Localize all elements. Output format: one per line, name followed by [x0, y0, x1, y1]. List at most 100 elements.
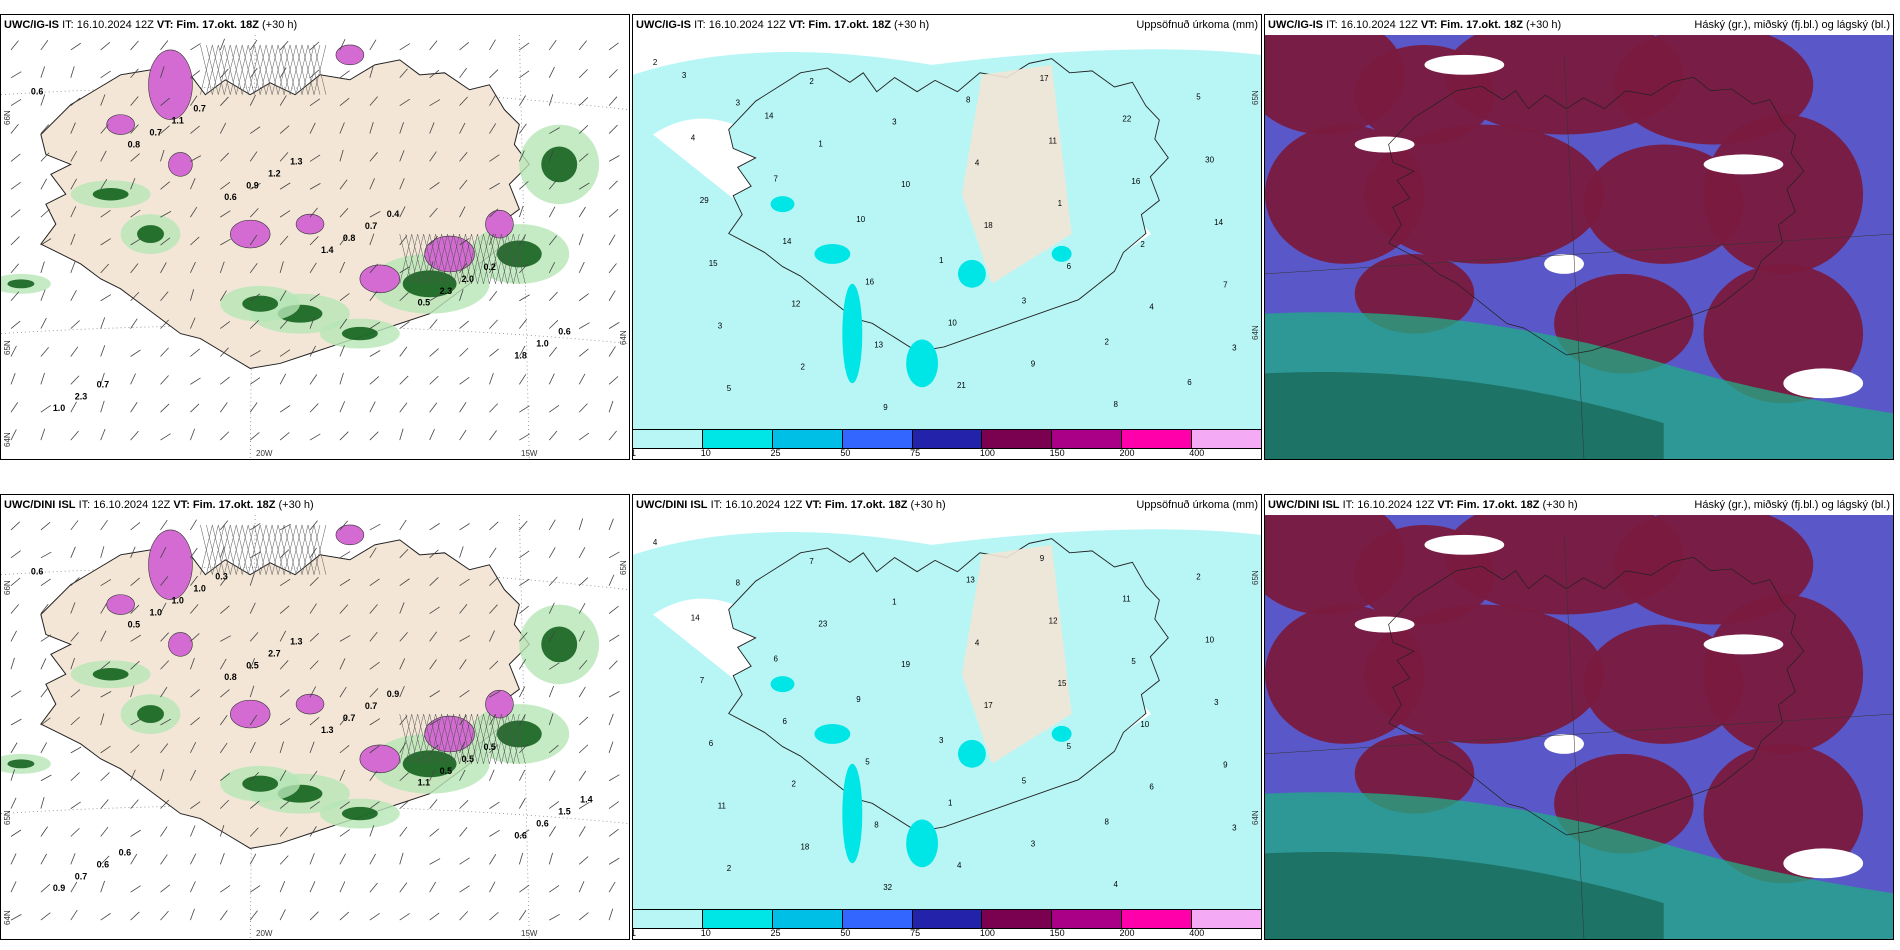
wind-barb: [578, 40, 587, 51]
wind-barb: [489, 95, 496, 106]
value-label: 5: [1022, 777, 1027, 786]
wind-barb: [309, 520, 318, 531]
colorbar-swatch: [912, 910, 983, 928]
wind-barb: [339, 658, 346, 670]
wind-barb: [10, 345, 17, 357]
wind-barb: [100, 94, 106, 106]
wind-barb: [190, 881, 196, 893]
wind-barb: [160, 237, 171, 246]
wind-barb: [160, 826, 168, 837]
value-label: 0.6: [224, 192, 236, 202]
hatch-line: [301, 524, 315, 575]
hatch-line: [447, 714, 460, 764]
value-label: 5: [1067, 742, 1072, 751]
wind-barb: [399, 321, 410, 329]
value-label: 29: [700, 196, 709, 205]
wind-barb: [130, 178, 136, 190]
wind-barb: [309, 716, 320, 726]
wind-barb: [578, 518, 584, 531]
wind-barb: [220, 799, 230, 809]
wind-barb: [459, 377, 470, 385]
wind-barb: [220, 376, 230, 385]
wind-barb: [578, 856, 589, 865]
high-cloud: [1583, 144, 1744, 264]
wind-barb: [70, 206, 77, 218]
wind-barb: [578, 912, 589, 921]
value-label: 13: [874, 340, 883, 349]
field-title: Uppsöfnuð úrkoma (mm): [1136, 19, 1258, 31]
hatch-line: [495, 234, 508, 284]
value-label: 12: [1049, 616, 1058, 625]
precip-mid: [770, 676, 795, 693]
value-label: 9: [1040, 554, 1045, 563]
wind-barb: [399, 519, 407, 531]
wind-barb: [249, 151, 258, 162]
colorbar: 1 10 25 50 75 100 150 200 400: [633, 909, 1261, 939]
colorbar-tick: 75: [910, 448, 921, 458]
wind-barb: [100, 41, 111, 51]
wind-barb: [339, 97, 350, 106]
panel-header: UWC/IG-IS IT: 16.10.2024 12Z VT: Fim. 17…: [1265, 15, 1893, 35]
wind-barb: [130, 349, 141, 357]
precip-area-heavy: [92, 667, 129, 681]
wind-barb: [518, 769, 526, 781]
wind-barb: [459, 826, 468, 837]
colorbar-tick: 100: [979, 448, 995, 458]
colorbar-tick: 150: [1049, 448, 1065, 458]
wind-barb: [519, 433, 530, 441]
value-label: 6: [1187, 378, 1192, 387]
wind-barb: [519, 743, 528, 754]
hatch-line: [247, 44, 261, 95]
wind-barb: [339, 911, 350, 921]
map-area: [1265, 35, 1893, 459]
wind-barb: [190, 519, 197, 531]
map-area: [1265, 515, 1893, 939]
low-cloud-dense: [1265, 371, 1664, 459]
init-time: IT: 16.10.2024 12Z: [1342, 499, 1435, 511]
wind-barb: [160, 181, 171, 190]
precip-area-heavy: [541, 626, 578, 663]
wind-barb: [399, 658, 406, 670]
colorbar-swatch: [912, 430, 983, 448]
wind-barb: [608, 180, 618, 190]
wind-barb: [70, 801, 81, 809]
wind-barb: [489, 123, 497, 134]
precip-area-heavy: [242, 775, 279, 792]
wind-barb: [220, 885, 231, 893]
wind-barb: [518, 686, 526, 698]
wind-barb: [429, 690, 440, 698]
value-label: 0.6: [97, 859, 109, 869]
wind-barb: [578, 261, 585, 274]
wind-barb: [279, 261, 284, 273]
wind-barb: [309, 881, 316, 893]
wind-barb: [190, 317, 196, 329]
wind-barb: [160, 125, 170, 134]
value-label: 1.0: [150, 608, 162, 618]
wind-barb: [608, 881, 616, 893]
wind-barb: [190, 825, 196, 837]
value-label: 12: [791, 300, 800, 309]
wind-barb: [309, 207, 318, 218]
wind-barb: [130, 829, 141, 837]
wind-barb: [70, 853, 76, 865]
precip-area-heavy: [7, 759, 35, 769]
wind-barb: [429, 99, 441, 107]
wind-barb: [399, 632, 408, 642]
wind-barb: [40, 717, 51, 726]
wind-barb: [190, 742, 197, 754]
wind-barb: [429, 294, 441, 302]
wind-barb: [459, 546, 464, 558]
wind-barb: [608, 96, 618, 106]
wind-barb: [459, 179, 468, 190]
map-area: 4 8 23 19 17 5 6 3 2 7 1 4 15 10 9 11 18 32 13 12 5 3 6 2 8 4 9 11 1…: [633, 515, 1261, 909]
wind-barb: [249, 377, 261, 385]
wind-barb: [249, 853, 257, 865]
wind-barb: [399, 98, 411, 107]
wind-barb: [40, 317, 47, 329]
wind-barb: [190, 604, 199, 614]
wind-barb: [608, 605, 619, 614]
wind-barb: [429, 182, 440, 190]
lat-label: 65N: [1251, 570, 1260, 585]
wind-barb: [429, 69, 440, 79]
wind-barb: [279, 881, 286, 893]
